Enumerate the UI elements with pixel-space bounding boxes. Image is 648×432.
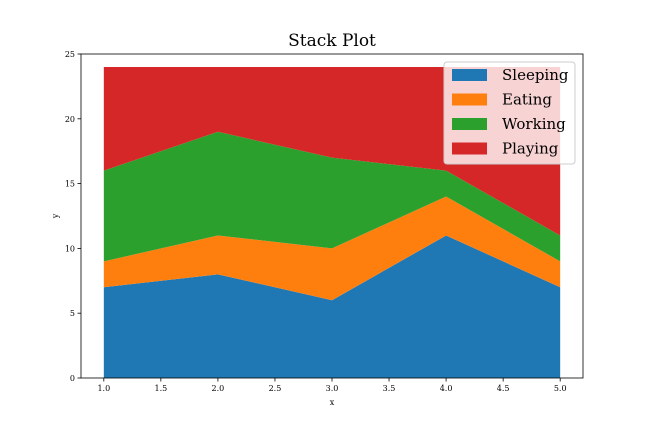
y-tick-label: 20: [65, 115, 75, 124]
x-tick-label: 4.5: [497, 384, 510, 393]
legend-label-eating: Eating: [502, 91, 552, 109]
legend: Sleeping Eating Working Playing: [443, 61, 576, 165]
legend-swatch-eating: [452, 93, 487, 106]
legend-frame: [443, 61, 576, 165]
x-tick-label: 5.0: [554, 384, 567, 393]
x-axis-label: x: [330, 398, 335, 407]
legend-label-playing: Playing: [502, 140, 559, 158]
x-tick-label: 3.0: [326, 384, 339, 393]
x-tick-label: 2.0: [212, 384, 225, 393]
x-tick-label: 2.5: [269, 384, 282, 393]
chart-title: Stack Plot: [288, 31, 376, 51]
y-axis-ticks: 0 5 10 15 20 25: [65, 50, 81, 383]
y-tick-label: 0: [70, 374, 75, 383]
y-tick-label: 10: [65, 244, 75, 253]
area-working: [103, 131, 561, 262]
y-axis-label: y: [51, 213, 60, 219]
legend-label-sleeping: Sleeping: [502, 66, 569, 84]
y-tick-label: 15: [65, 180, 75, 189]
area-sleeping: [103, 235, 561, 378]
x-tick-label: 1.5: [154, 384, 167, 393]
x-tick-label: 1.0: [97, 384, 110, 393]
x-tick-label: 3.5: [383, 384, 396, 393]
x-axis-ticks: 1.0 1.5 2.0 2.5 3.0 3.5 4.0 4.5 5.0: [97, 378, 567, 393]
y-tick-label: 5: [70, 309, 75, 318]
legend-swatch-working: [452, 118, 487, 130]
y-tick-label: 25: [65, 50, 75, 59]
legend-swatch-playing: [452, 142, 487, 155]
x-tick-label: 4.0: [440, 384, 453, 393]
legend-swatch-sleeping: [452, 69, 487, 81]
legend-label-working: Working: [502, 115, 566, 133]
